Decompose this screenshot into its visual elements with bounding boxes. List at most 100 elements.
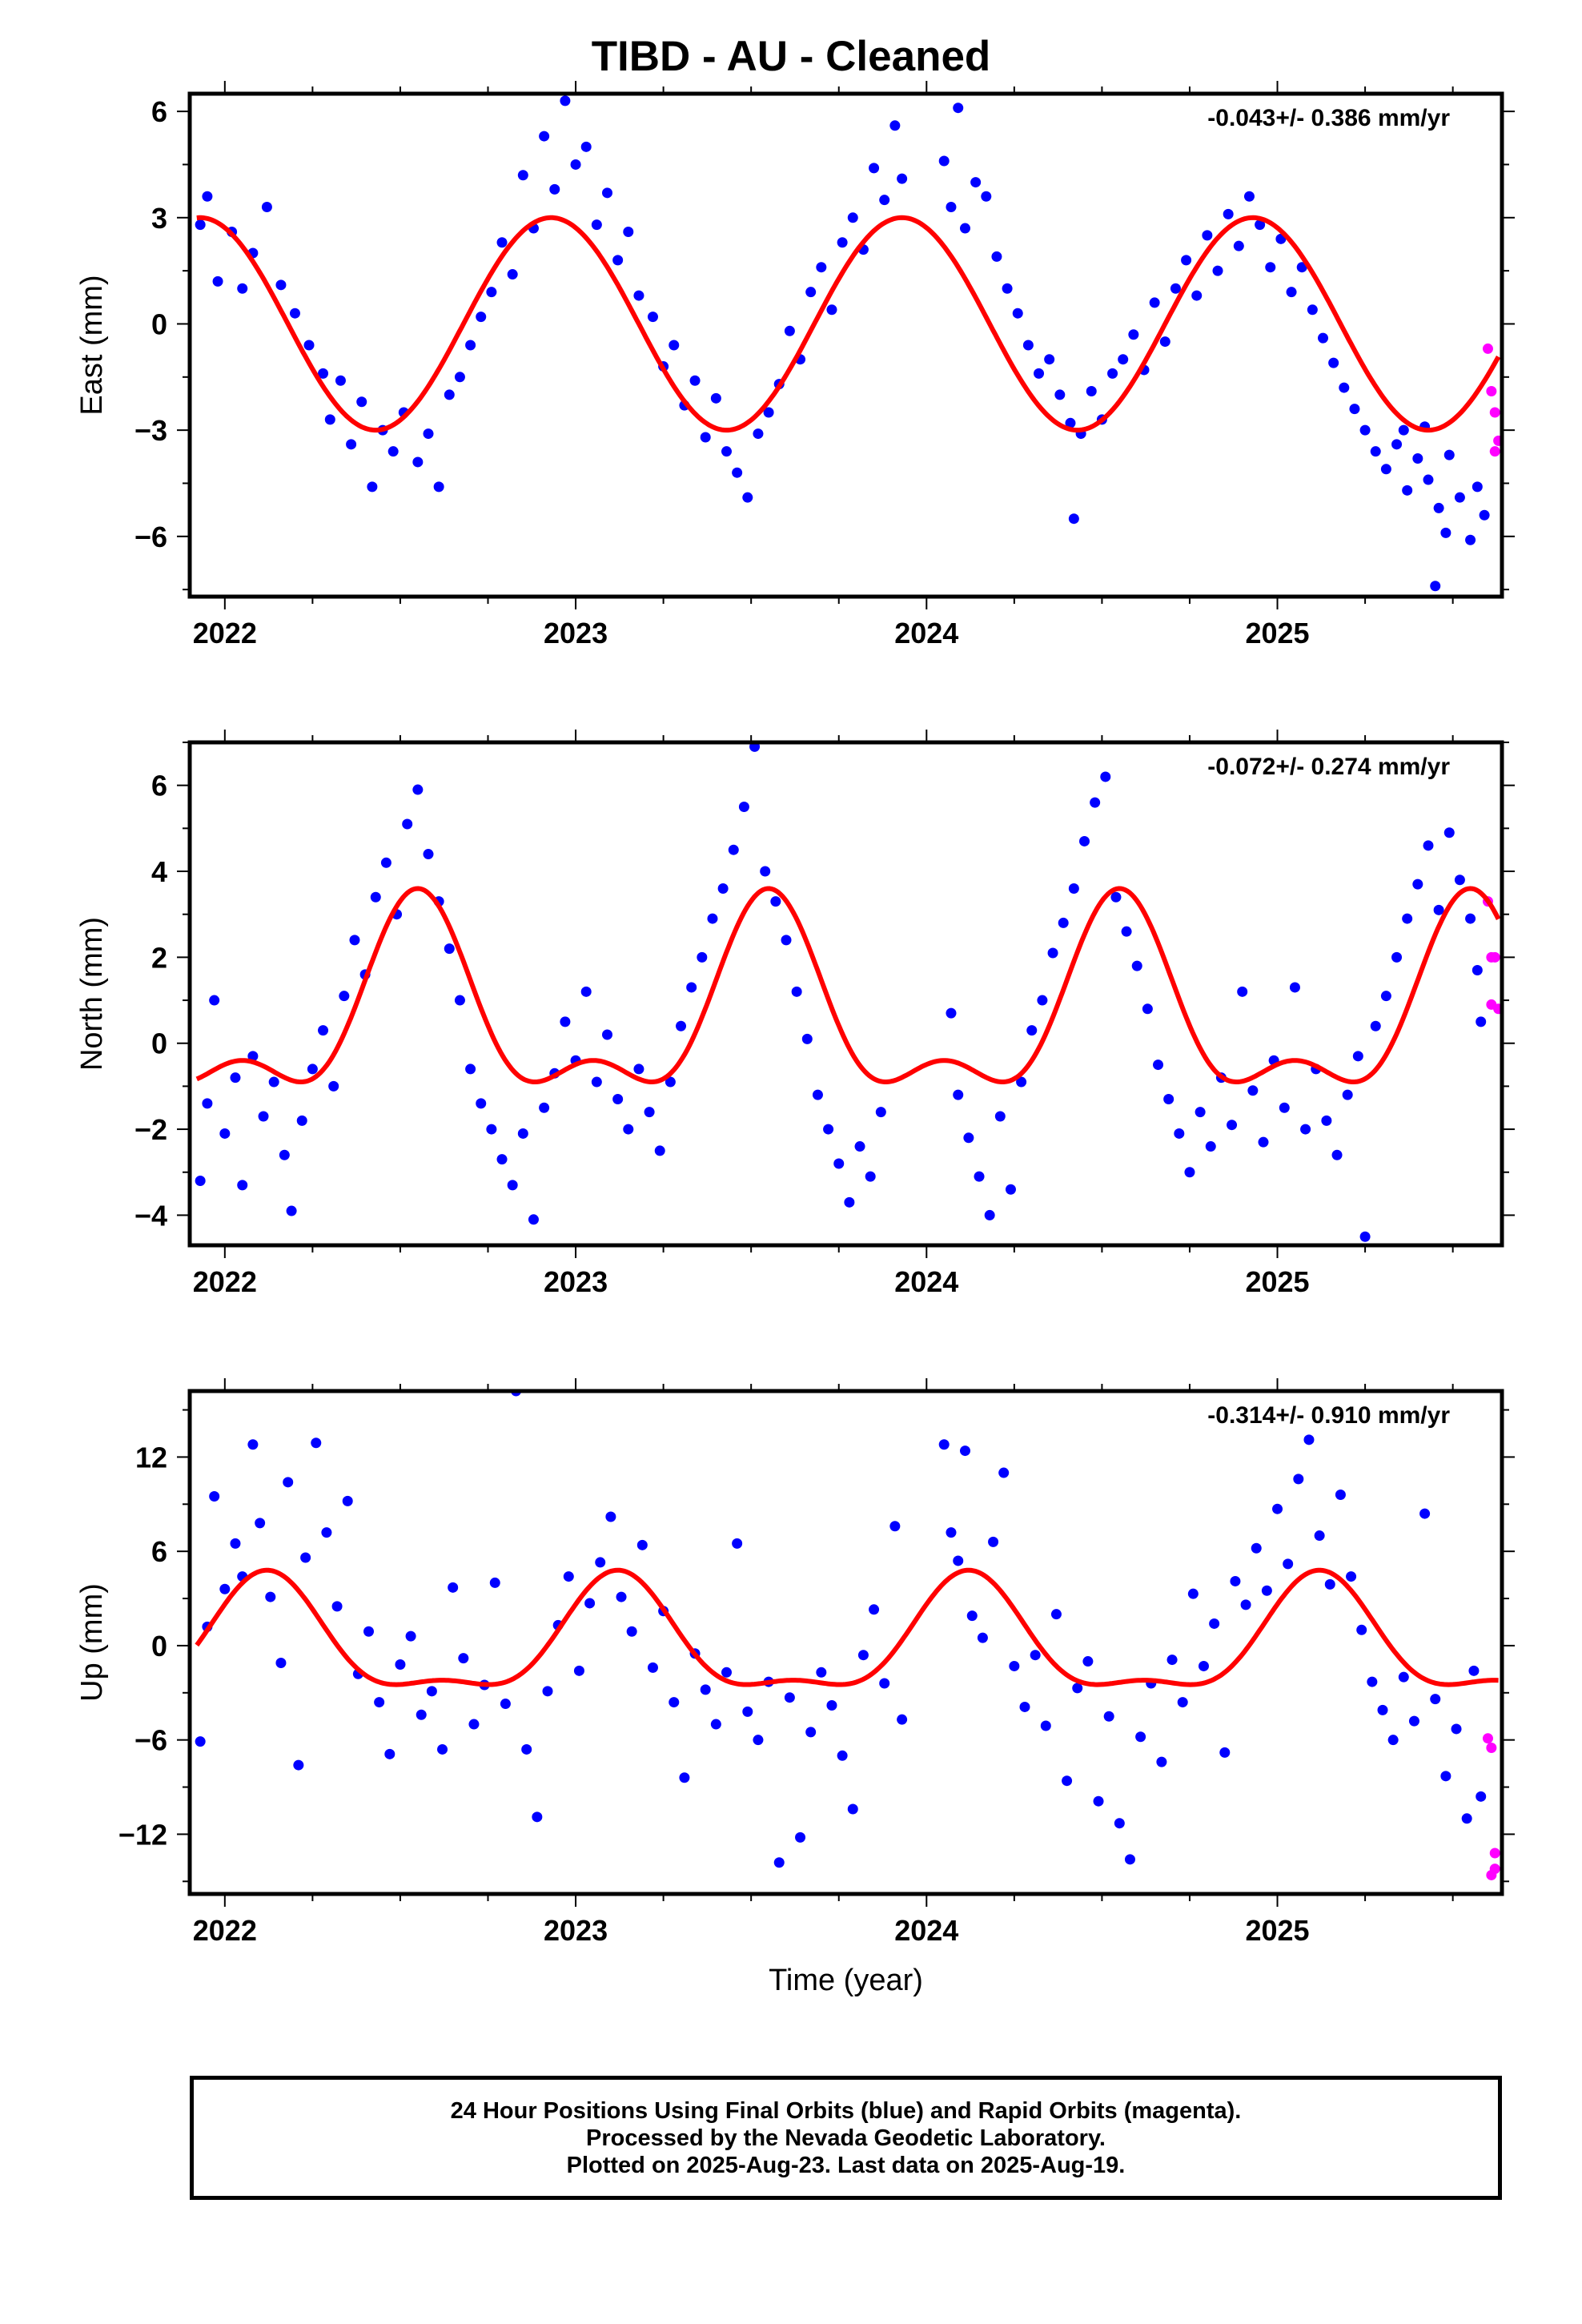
final-point — [837, 237, 848, 248]
final-point — [1398, 424, 1409, 436]
final-point — [1293, 1474, 1304, 1485]
y-tick-label: 12 — [135, 1441, 167, 1474]
final-point — [773, 1857, 785, 1868]
final-point — [1170, 283, 1181, 294]
rate-label: -0.043+/- 0.386 mm/yr — [1207, 105, 1450, 131]
y-tick-label: 3 — [151, 202, 167, 235]
final-point — [689, 375, 701, 386]
final-point — [202, 1098, 213, 1109]
final-point — [1128, 329, 1139, 340]
final-point — [1009, 1660, 1020, 1671]
final-point — [998, 1467, 1010, 1478]
x-tick-label: 2023 — [544, 617, 608, 649]
final-point — [1377, 1704, 1388, 1715]
final-point — [560, 95, 571, 107]
final-point — [981, 191, 992, 202]
rapid-orbit-points — [1482, 1733, 1500, 1880]
final-point — [816, 1667, 827, 1678]
final-point — [339, 991, 350, 1002]
final-point — [591, 219, 602, 231]
final-point — [626, 1626, 637, 1637]
final-point — [728, 844, 739, 855]
final-point — [1380, 464, 1391, 475]
final-point — [219, 1583, 231, 1594]
final-point — [847, 212, 858, 223]
final-point — [791, 986, 802, 997]
final-point — [1443, 827, 1455, 838]
final-point — [1423, 474, 1434, 485]
final-point — [1476, 1016, 1487, 1027]
final-point — [311, 1437, 322, 1449]
final-point — [1370, 446, 1381, 457]
final-point — [405, 1630, 416, 1642]
y-tick-label: 6 — [151, 1535, 167, 1568]
final-point — [539, 131, 550, 142]
model-fit-line — [195, 886, 1501, 1085]
final-point — [1058, 917, 1069, 928]
final-point — [1314, 1530, 1325, 1542]
final-point — [1054, 389, 1066, 400]
final-point — [742, 1706, 753, 1717]
final-point — [1072, 1683, 1083, 1694]
final-point — [416, 1709, 427, 1720]
final-point — [209, 995, 220, 1006]
final-point — [356, 396, 367, 408]
final-point — [1068, 513, 1079, 525]
final-point — [676, 1020, 687, 1031]
final-point — [710, 392, 721, 404]
final-point — [616, 1591, 627, 1602]
final-point — [988, 1536, 999, 1547]
final-point — [1356, 1624, 1367, 1635]
final-point — [275, 279, 287, 291]
final-point — [1181, 255, 1192, 266]
final-point — [247, 1051, 259, 1062]
final-point — [255, 1518, 266, 1529]
final-point — [1419, 1508, 1431, 1519]
final-point — [1472, 964, 1483, 975]
final-point — [1440, 527, 1452, 538]
final-point — [1324, 1578, 1335, 1590]
x-tick-label: 2022 — [193, 1914, 257, 1947]
final-point — [296, 1115, 307, 1126]
final-point — [1465, 913, 1476, 924]
final-point — [1443, 449, 1455, 460]
final-point — [412, 784, 424, 795]
final-point — [889, 1521, 901, 1532]
final-point — [795, 1831, 806, 1843]
rapid-point — [1486, 1742, 1497, 1753]
final-point — [1359, 424, 1371, 436]
final-point — [1153, 1059, 1164, 1071]
final-point — [1454, 492, 1465, 503]
final-point — [1398, 1671, 1409, 1683]
y-tick-label: −12 — [118, 1818, 167, 1851]
x-tick-label: 2025 — [1245, 617, 1309, 649]
final-point — [869, 1604, 880, 1615]
final-point — [1187, 1588, 1199, 1599]
final-point — [1195, 1107, 1206, 1118]
final-point — [349, 935, 360, 946]
final-point — [946, 1527, 957, 1538]
final-point — [202, 191, 213, 202]
final-point — [721, 446, 732, 457]
final-point — [1243, 191, 1255, 202]
final-point — [465, 340, 476, 351]
y-tick-label: 0 — [151, 1027, 167, 1060]
final-point — [437, 1743, 448, 1755]
final-point — [265, 1591, 276, 1602]
final-point — [760, 866, 771, 877]
y-tick-label: 6 — [151, 95, 167, 128]
final-point — [1265, 262, 1276, 273]
final-point — [1142, 1003, 1153, 1015]
x-axis-label: Time (year) — [769, 1964, 923, 1997]
final-point — [1156, 1756, 1167, 1767]
rapid-point — [1482, 1733, 1493, 1744]
footer-line-3: Plotted on 2025-Aug-23. Last data on 202… — [566, 2152, 1126, 2178]
final-point — [426, 1686, 437, 1697]
final-point — [1258, 1136, 1269, 1148]
final-point — [721, 1667, 732, 1678]
final-point — [897, 173, 908, 184]
final-point — [1174, 1128, 1185, 1139]
final-point — [1233, 240, 1244, 251]
y-tick-label: 6 — [151, 770, 167, 802]
final-point — [500, 1699, 511, 1710]
